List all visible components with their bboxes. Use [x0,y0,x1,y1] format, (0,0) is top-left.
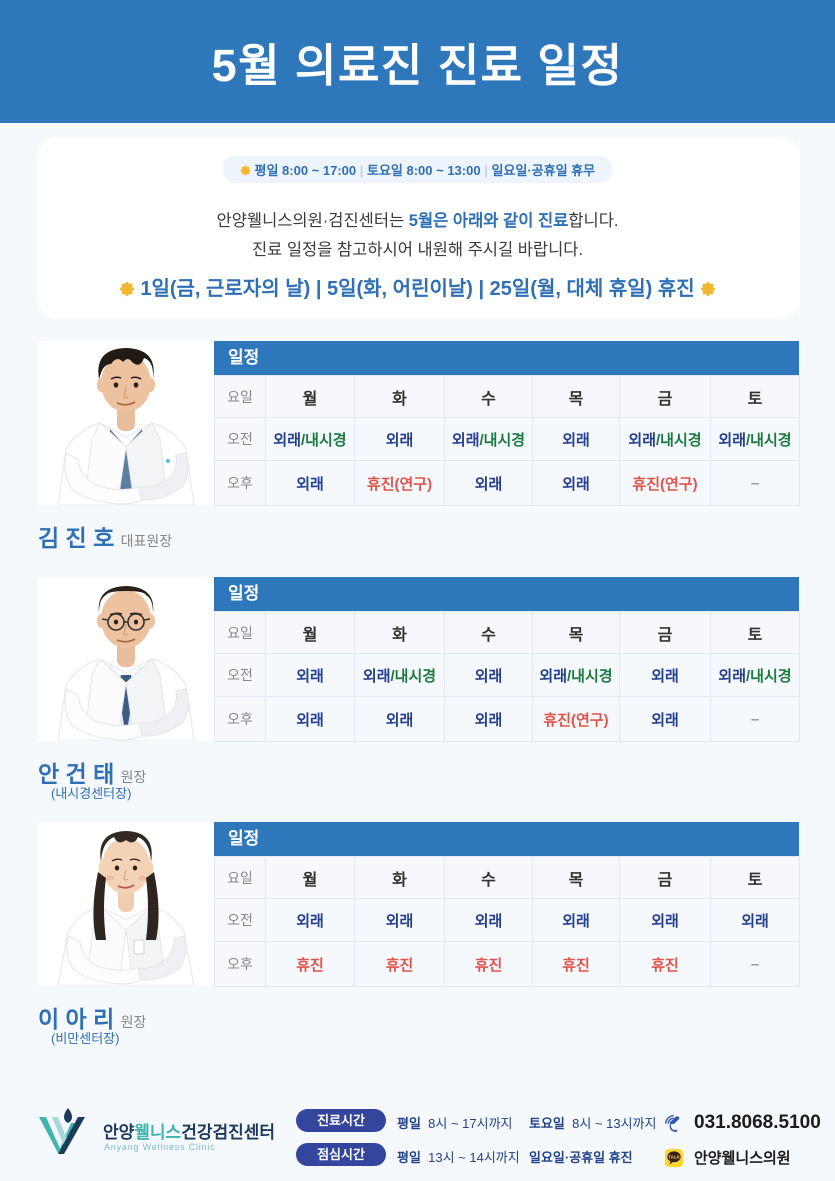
svg-text:TALK: TALK [668,1154,681,1159]
